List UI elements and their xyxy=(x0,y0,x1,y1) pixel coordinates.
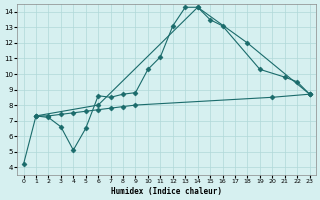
X-axis label: Humidex (Indice chaleur): Humidex (Indice chaleur) xyxy=(111,187,222,196)
